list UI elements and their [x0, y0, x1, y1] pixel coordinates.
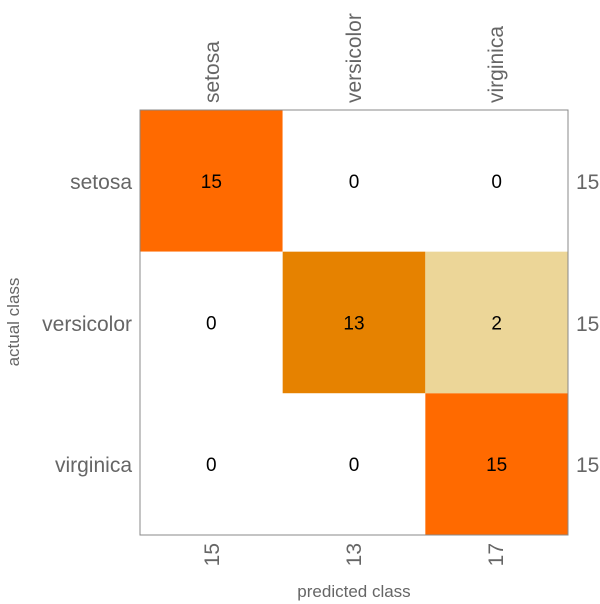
cell-value-label: 2: [491, 314, 502, 335]
plot-frame: [139, 109, 569, 536]
predicted-class-label: virginica: [485, 26, 508, 103]
actual-class-labels: setosa versicolor virginica: [42, 171, 132, 477]
matrix-cell: [140, 393, 283, 535]
column-total-labels: 15 13 17: [201, 543, 508, 566]
matrix-cell: [425, 393, 568, 535]
actual-class-label: versicolor: [42, 313, 132, 336]
cell-value-label: 13: [343, 314, 364, 335]
row-total-label: 15: [576, 454, 599, 477]
cell-value-label: 15: [486, 455, 507, 476]
matrix-cell: [140, 110, 283, 252]
cell-value-label: 15: [201, 172, 222, 193]
matrix-cell: [140, 251, 283, 394]
actual-class-label: virginica: [55, 454, 132, 477]
cell-value-label: 0: [349, 455, 360, 476]
row-total-label: 15: [576, 313, 599, 336]
predicted-class-label: versicolor: [343, 13, 366, 103]
cell-value-label: 0: [206, 455, 217, 476]
matrix-cell: [282, 110, 426, 252]
x-axis-title: predicted class: [297, 582, 410, 601]
predicted-class-label: setosa: [201, 41, 224, 103]
predicted-class-labels: setosa versicolor virginica: [201, 13, 508, 103]
matrix-cell: [282, 393, 426, 535]
matrix-cell: [282, 251, 426, 394]
column-total-label: 13: [343, 543, 366, 566]
cell-value-label: 0: [206, 314, 217, 335]
matrix-cell: [425, 251, 568, 394]
row-total-labels: 15 15 15: [576, 171, 599, 477]
matrix-cell: [425, 110, 568, 252]
cell-value-label: 0: [491, 172, 502, 193]
actual-class-label: setosa: [70, 171, 132, 194]
column-total-label: 17: [485, 543, 508, 566]
cell-value-label: 0: [349, 172, 360, 193]
matrix-cells: 15 0 0 0 13 2 0 0 15: [140, 110, 568, 535]
column-total-label: 15: [201, 543, 224, 566]
y-axis-title: actual class: [4, 278, 23, 367]
row-total-label: 15: [576, 171, 599, 194]
